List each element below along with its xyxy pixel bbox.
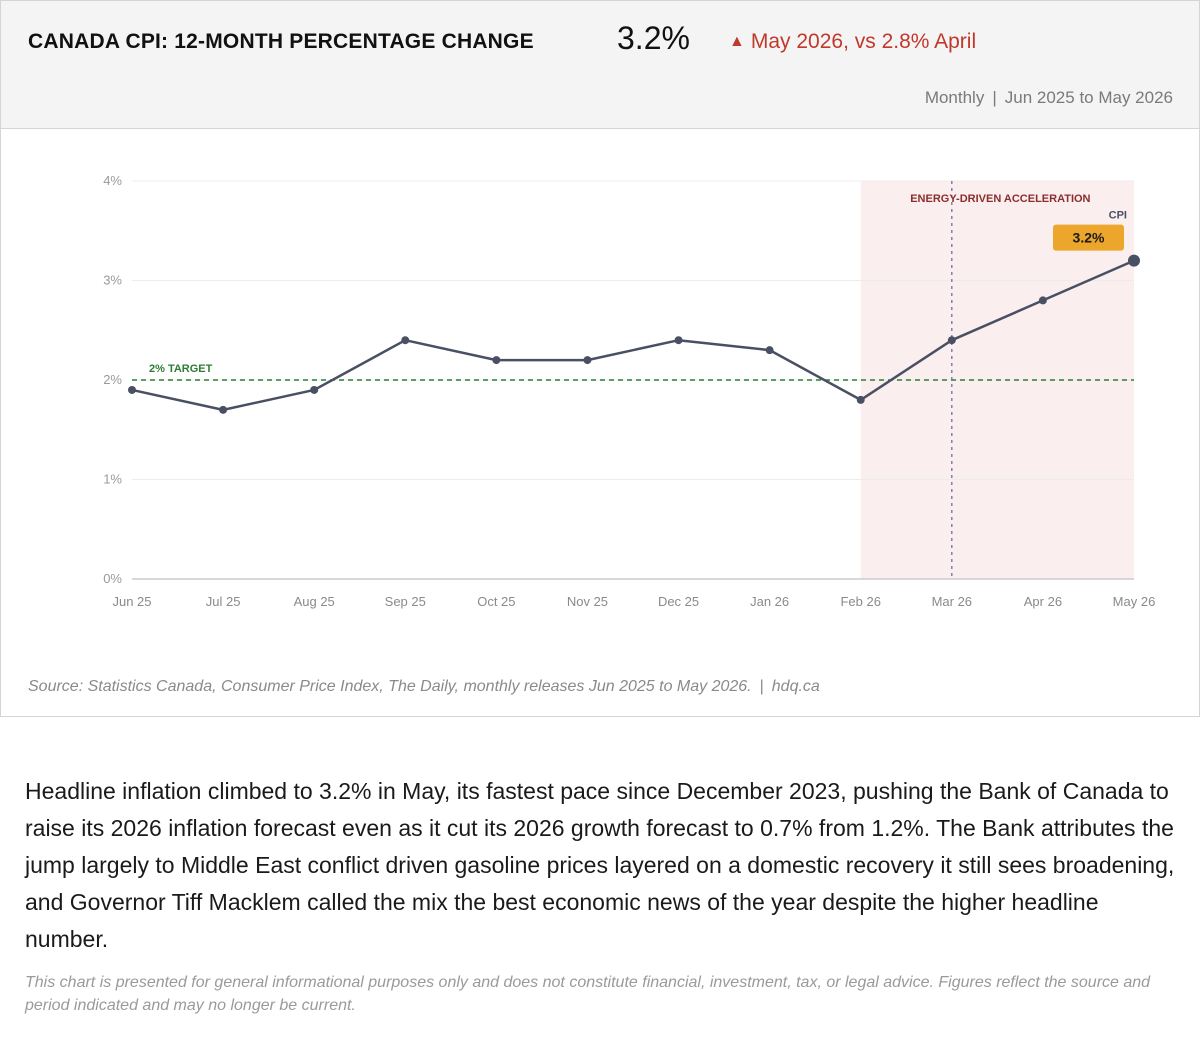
target-label: 2% TARGET [149,363,213,375]
data-point [128,385,136,394]
data-point [492,356,501,365]
series-label: CPI [1109,210,1127,222]
x-tick-label: Sep 25 [385,594,426,609]
data-point [583,356,592,365]
y-tick-label: 1% [103,472,122,487]
callout-value: 3.2% [1073,230,1105,246]
y-tick-label: 3% [103,273,122,288]
period-info: Monthly | Jun 2025 to May 2026 [925,88,1173,108]
data-point [947,336,956,345]
x-tick-label: Jan 26 [750,594,789,609]
source-separator: | [759,678,764,695]
x-tick-label: Mar 26 [932,594,972,609]
data-point [1038,296,1047,305]
change-text: May 2026, vs 2.8% April [750,30,977,53]
period-separator: | [992,88,997,107]
line-chart: 0% 1% 2% 3% 4% Jun 25 Jul 25 Aug 25 Sep 25 Oct 25… [103,173,1156,609]
disclaimer-text: This chart is presented for general info… [25,974,1151,1014]
chart-card: CANADA CPI: 12-MONTH PERCENTAGE CHANGE 3… [0,0,1200,717]
x-tick-label: May 26 [1113,594,1156,609]
data-point [856,395,865,404]
data-point [1128,254,1140,267]
change-indicator: ▲ May 2026, vs 2.8% April [729,30,976,54]
x-tick-label: Jul 25 [206,594,241,609]
x-tick-label: Aug 25 [294,594,335,609]
data-point [401,336,410,345]
y-tick-label: 2% [103,372,122,387]
chart-header: CANADA CPI: 12-MONTH PERCENTAGE CHANGE 3… [1,1,1199,129]
chart-title: CANADA CPI: 12-MONTH PERCENTAGE CHANGE [28,30,534,53]
headline-value: 3.2% [617,20,690,56]
article-paragraph: Headline inflation climbed to 3.2% in Ma… [25,778,1175,952]
x-tick-label: Oct 25 [477,594,515,609]
x-tick-label: Jun 25 [112,594,151,609]
site-label: hdq.ca [771,678,820,695]
y-tick-label: 0% [103,571,122,586]
data-point [674,336,683,345]
frequency-label: Monthly [924,88,985,107]
x-tick-label: Dec 25 [658,594,699,609]
value-callout [1053,224,1124,251]
x-tick-label: Nov 25 [567,594,608,609]
data-point [310,385,319,394]
data-point [765,346,774,355]
data-point [219,405,228,414]
x-tick-label: Feb 26 [840,594,880,609]
range-label: Jun 2025 to May 2026 [1004,88,1173,107]
up-arrow-icon: ▲ [729,33,745,50]
y-tick-label: 4% [103,173,122,188]
cpi-line [131,259,1135,412]
source-note: Source: Statistics Canada, Consumer Pric… [28,678,820,696]
x-tick-label: Apr 26 [1024,594,1062,609]
source-text: Source: Statistics Canada, Consumer Pric… [28,678,752,695]
region-annotation: ENERGY-DRIVEN ACCELERATION [910,193,1090,205]
